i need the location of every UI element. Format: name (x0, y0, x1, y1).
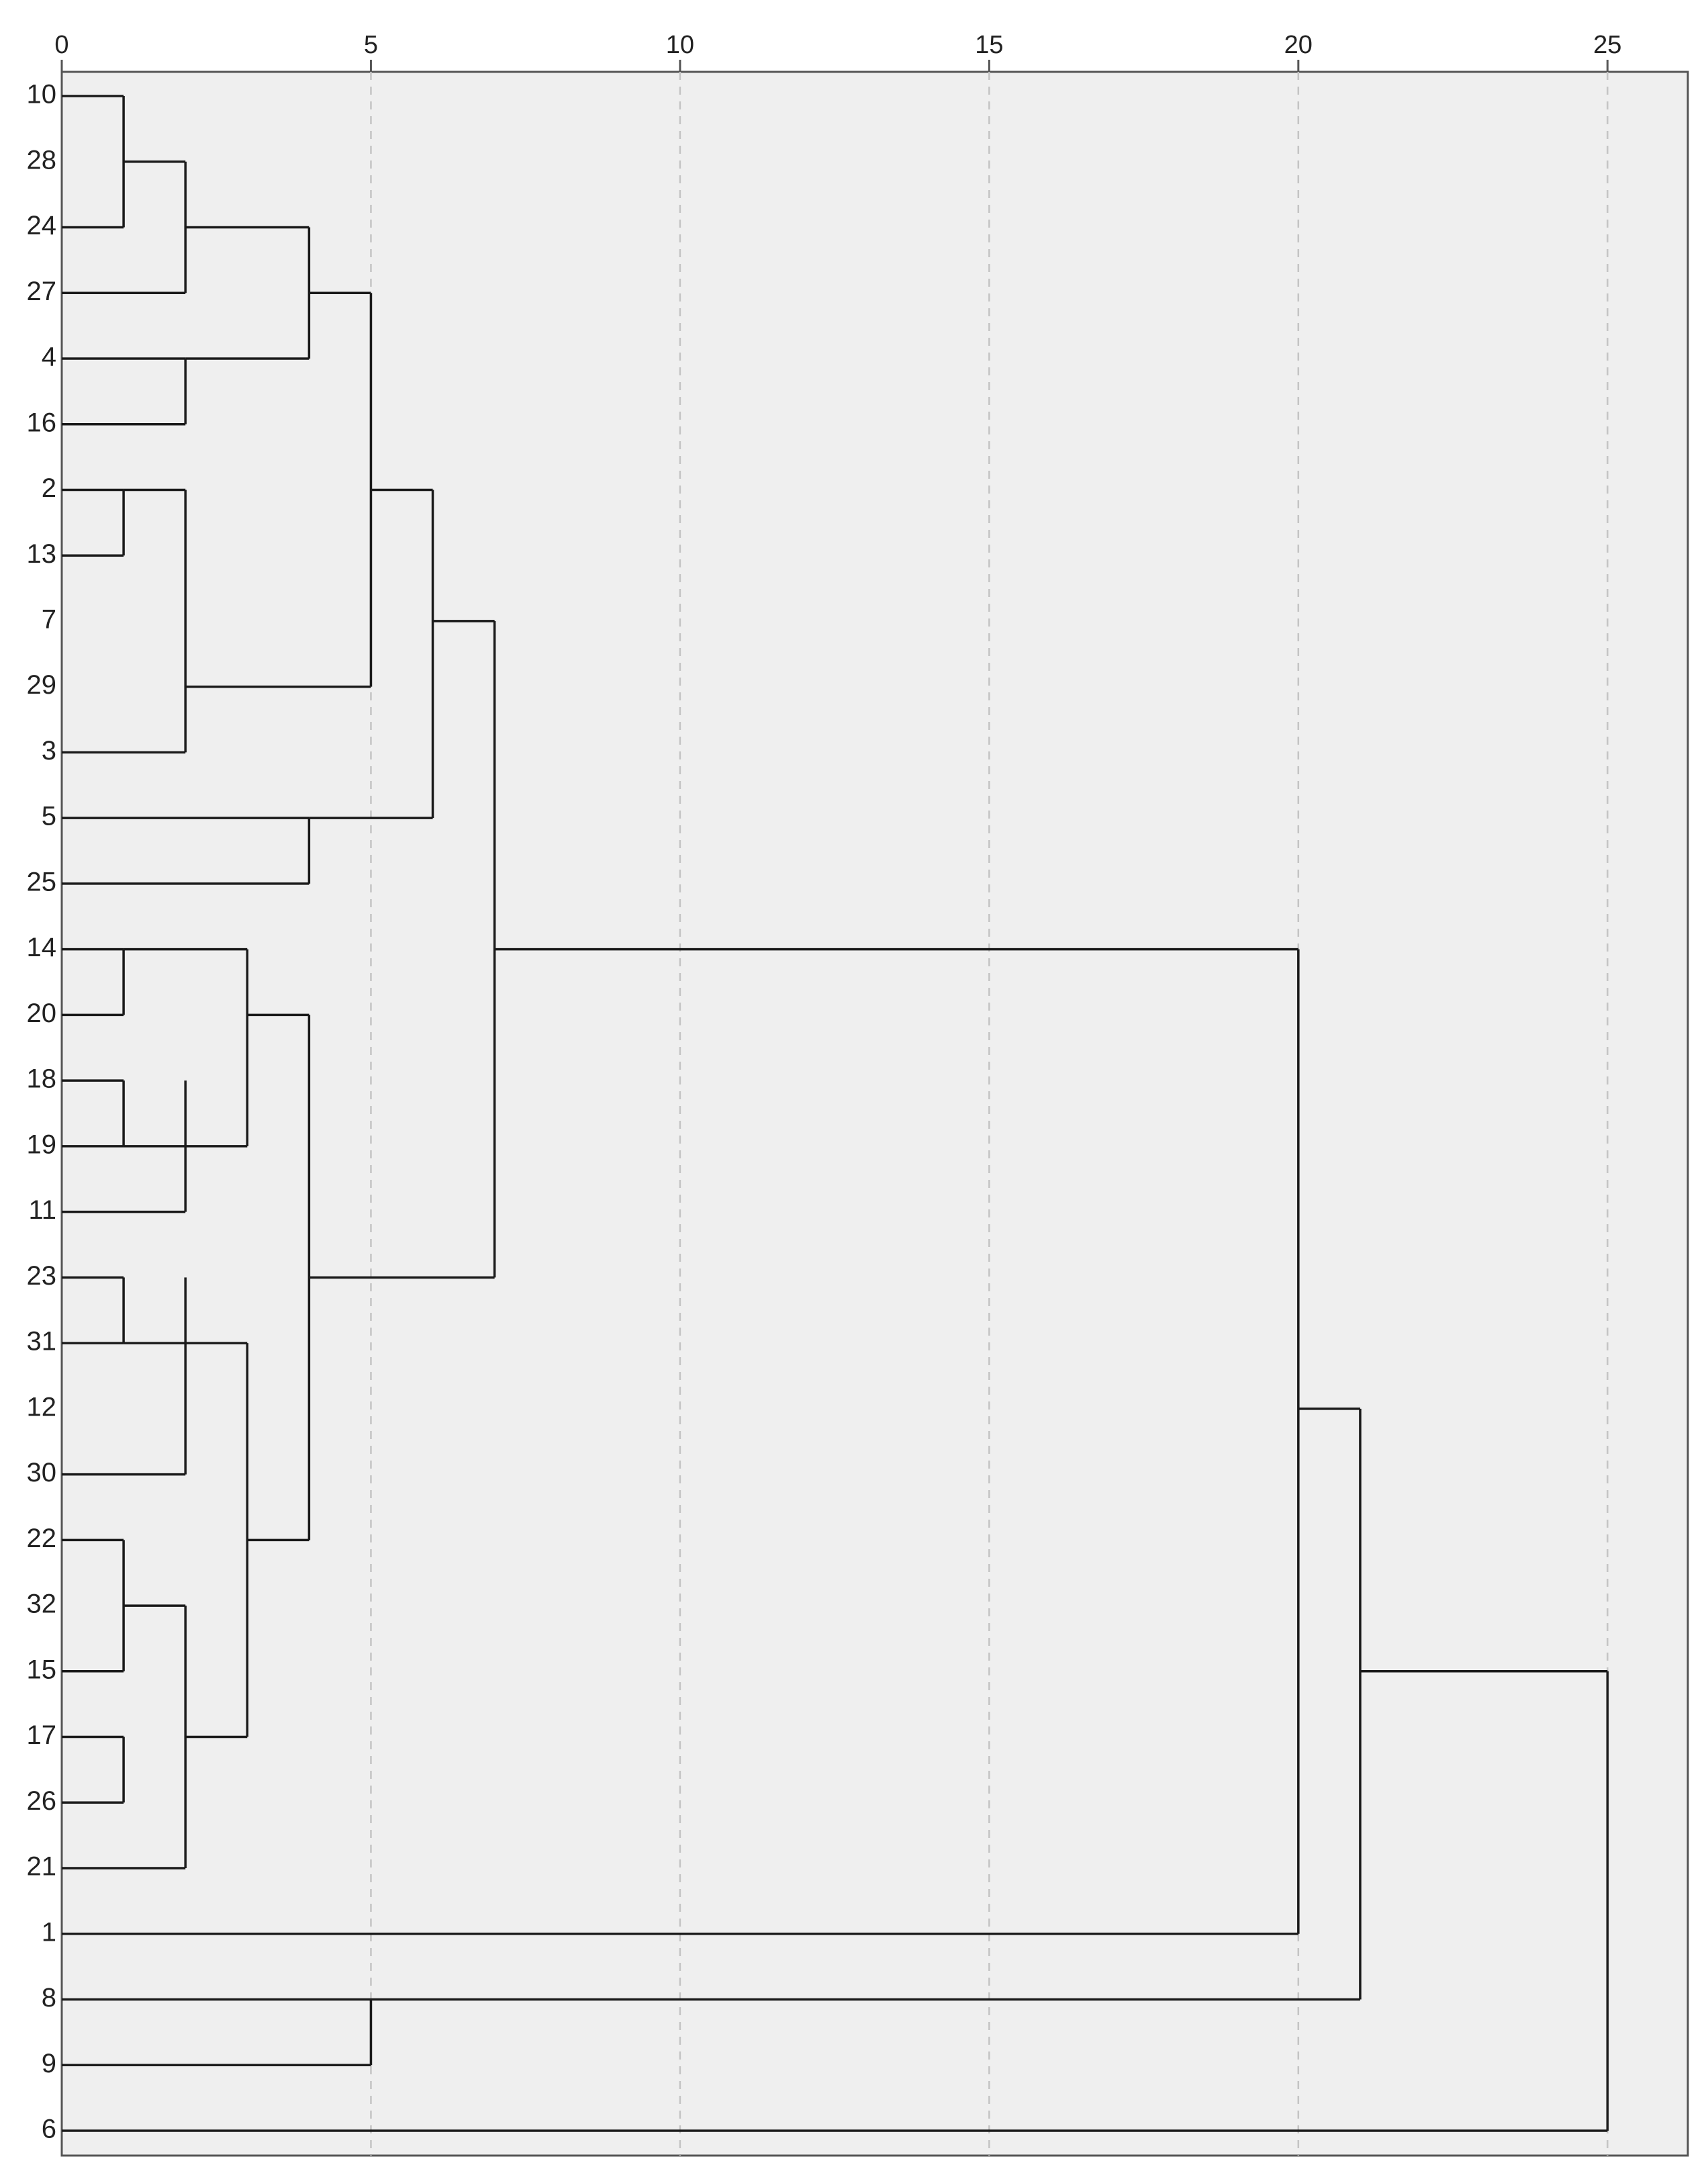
leaf-label: 21 (27, 1852, 57, 1882)
leaf-label: 9 (42, 2049, 56, 2078)
leaf-label: 12 (27, 1392, 57, 1422)
dendrogram-link (62, 948, 125, 1017)
leaf-label: 28 (27, 145, 57, 175)
x-tick-label: 10 (666, 31, 694, 59)
dendrogram-link (371, 1407, 1362, 2001)
leaf-label: 13 (27, 539, 57, 569)
leaf-label: 2 (42, 473, 56, 503)
dendrogram-link (62, 948, 1300, 1935)
leaf-label: 29 (27, 670, 57, 700)
leaf-labels: 1028242741621372935251420181911233112302… (27, 80, 57, 2144)
leaf-label: 26 (27, 1786, 57, 1816)
leaf-label: 7 (42, 604, 56, 634)
dendrogram-link (62, 357, 187, 426)
x-axis-ticks: 0 5 10 15 20 25 (54, 31, 1621, 72)
dendrogram-link (309, 488, 434, 819)
dendrogram-link (62, 488, 187, 754)
leaf-label: 24 (27, 211, 57, 240)
x-tick-label: 20 (1284, 31, 1313, 59)
leaf-label: 4 (42, 342, 56, 372)
leaf-label: 10 (27, 80, 57, 109)
leaf-label: 6 (42, 2115, 56, 2144)
leaf-label: 31 (27, 1327, 57, 1356)
dendrogram-link (62, 1079, 125, 1148)
leaf-label: 16 (27, 408, 57, 437)
leaf-label: 18 (27, 1064, 57, 1094)
dendrogram-link (62, 1277, 187, 1476)
leaf-label: 8 (42, 1983, 56, 2013)
x-tick-label: 5 (364, 31, 378, 59)
dendrogram-link (62, 488, 125, 557)
leaf-label: 23 (27, 1261, 57, 1291)
leaf-label: 25 (27, 867, 57, 896)
dendrogram-links (62, 95, 1609, 2132)
dendrogram-link (124, 948, 249, 1148)
plot-area (60, 71, 1689, 2157)
leaf-label: 11 (28, 1195, 56, 1225)
dendrogram-link (62, 817, 311, 885)
leaf-label: 19 (27, 1129, 57, 1159)
x-tick-label: 0 (54, 31, 68, 59)
leaf-label: 30 (27, 1458, 57, 1487)
leaf-label: 32 (27, 1589, 57, 1619)
leaf-label: 5 (42, 802, 56, 831)
leaf-label: 1 (42, 1917, 56, 1947)
leaf-label: 27 (27, 277, 57, 306)
x-tick-label: 15 (975, 31, 1003, 59)
dendrogram-link (62, 1276, 125, 1344)
dendrogram-link (62, 1735, 125, 1804)
leaf-label: 15 (27, 1655, 57, 1684)
dendrogram-link (62, 1670, 1609, 2132)
leaf-label: 14 (27, 933, 57, 962)
leaf-label: 3 (42, 736, 56, 766)
leaf-label: 17 (27, 1720, 57, 1750)
leaf-label: 22 (27, 1524, 57, 1553)
x-tick-label: 25 (1593, 31, 1621, 59)
dendrogram-link (62, 1998, 373, 2067)
leaf-label: 20 (27, 999, 57, 1028)
